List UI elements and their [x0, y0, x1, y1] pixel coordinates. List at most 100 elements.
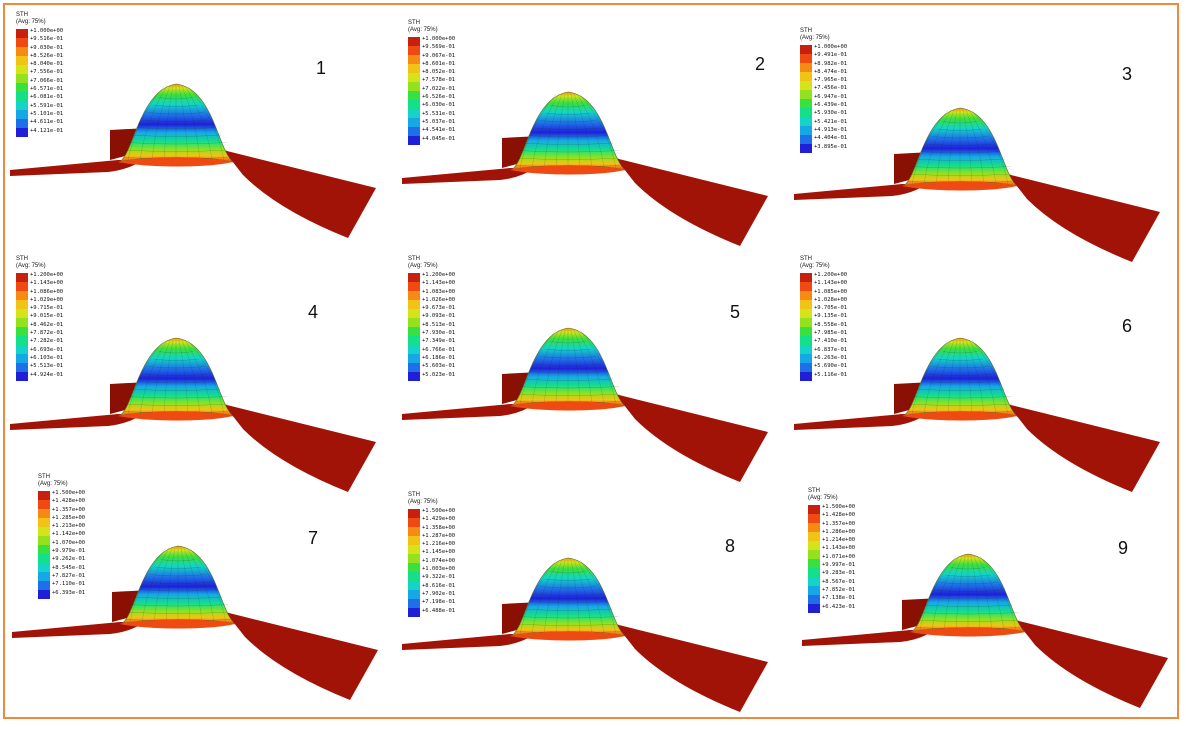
result-panel-8: STH (Avg: 75%) +1.500e+00 +1.429e+00 +1.358e… [400, 490, 792, 730]
legend-value: +9.262e-01 [52, 556, 86, 563]
legend-value: +6.186e-01 [422, 354, 456, 361]
dome-contour [901, 107, 1018, 187]
legend-value: +1.000e+00 [422, 36, 456, 42]
legend-value: +8.601e-01 [422, 60, 456, 67]
panel-number: 3 [1122, 64, 1133, 84]
mesh-line [522, 142, 614, 145]
legend-value: +4.121e-01 [30, 127, 64, 134]
legend-value: +6.488e-01 [422, 607, 456, 614]
mesh-line [136, 381, 216, 384]
result-panel-9: STH (Avg: 75%) +1.500e+00 +1.428e+00 +1.357e… [800, 486, 1186, 726]
legend-value: +4.913e-01 [814, 126, 848, 133]
legend-color-bar [408, 273, 420, 381]
legend-color-bar [808, 505, 820, 613]
mesh-line [579, 93, 617, 169]
mesh-line [528, 601, 608, 604]
contour-legend: STH (Avg: 75%) +1.200e+00 +1.143e+00 +1.085e… [800, 256, 900, 389]
mesh-line [971, 339, 1009, 415]
mesh-line [544, 348, 592, 351]
legend-value: +9.673e-01 [422, 305, 456, 312]
legend-value: +1.287e+00 [422, 532, 456, 539]
legend-value: +5.116e-01 [814, 371, 848, 378]
legend-value: +8.474e-01 [814, 68, 848, 75]
mesh-line [152, 358, 200, 361]
mesh-line [962, 109, 973, 185]
mesh-line [543, 559, 563, 635]
legend-averaging: (Avg: 75%) [808, 495, 838, 501]
legend-value: +1.429e+00 [422, 516, 456, 523]
sheet-left-flange [10, 160, 143, 176]
mesh-line [555, 559, 566, 635]
mesh-line [576, 93, 605, 169]
mesh-line [550, 105, 586, 108]
mesh-line [555, 329, 566, 405]
contour-legend: STH (Avg: 75%) +1.000e+00 +9.516e-01 +9.030e… [16, 12, 116, 145]
mesh-line [922, 604, 1014, 607]
mesh-line [907, 173, 1013, 176]
legend-value: +7.456e-01 [814, 85, 848, 92]
legend-averaging: (Avg: 75%) [800, 263, 830, 269]
legend-value: +7.902e-01 [422, 590, 456, 597]
legend-color-bar [408, 509, 420, 617]
deformed-sheet-render [10, 337, 376, 492]
mesh-line [189, 547, 227, 623]
mesh-line [522, 608, 614, 611]
legend-value: +1.357e+00 [822, 520, 856, 527]
mesh-line [944, 574, 992, 577]
legend-value: +4.404e-01 [814, 135, 848, 142]
dome-rim [118, 411, 233, 421]
mesh-line [158, 97, 194, 100]
mesh-line [127, 85, 165, 161]
legend-value: +6.947e-01 [814, 93, 848, 100]
mesh-line [933, 589, 1003, 592]
mesh-line [550, 571, 586, 574]
mesh-line [136, 127, 216, 130]
mesh-line [515, 157, 621, 160]
mesh-line [947, 339, 958, 415]
mesh-line [539, 120, 597, 123]
legend-value: +5.023e-01 [422, 371, 456, 378]
legend-value: +7.349e-01 [422, 338, 456, 345]
mesh-line [931, 136, 989, 139]
mesh-line [923, 339, 952, 415]
mesh-line [163, 339, 174, 415]
mesh-line [180, 547, 191, 623]
mesh-line [539, 586, 597, 589]
legend-value: +1.071e+00 [822, 553, 856, 560]
legend-value: +9.705e-01 [814, 305, 848, 312]
legend-value: +6.103e-01 [30, 354, 64, 361]
mesh-line [570, 329, 581, 405]
mesh-line [939, 582, 997, 585]
mesh-line [570, 559, 581, 635]
legend-value: +7.965e-01 [814, 77, 848, 84]
mesh-line [151, 339, 171, 415]
mesh-line [139, 85, 168, 161]
legend-value: +1.200e+00 [422, 272, 456, 278]
panel-number: 1 [316, 58, 327, 78]
mesh-line [181, 85, 201, 161]
mesh-line [533, 363, 603, 366]
legend-value: +7.930e-01 [422, 330, 456, 337]
mesh-line [909, 396, 1011, 399]
legend-value: +9.015e-01 [30, 313, 64, 320]
legend-value: +1.500e+00 [52, 490, 86, 496]
legend-averaging: (Avg: 75%) [408, 263, 438, 269]
deformed-sheet-render [402, 91, 768, 246]
legend-value: +1.143e+00 [30, 280, 64, 287]
legend-value: +1.086e+00 [30, 288, 64, 295]
legend-value: +1.143e+00 [814, 280, 848, 287]
mesh-line [965, 339, 985, 415]
legend-value: +7.022e-01 [422, 85, 456, 92]
panel-number: 2 [755, 54, 766, 74]
dome-rim [902, 181, 1017, 191]
legend-value: +9.067e-01 [422, 52, 456, 59]
legend-value: +8.462e-01 [30, 321, 64, 328]
sheet-right-panel [225, 612, 378, 700]
legend-value: +1.142e+00 [52, 531, 86, 538]
legend-averaging: (Avg: 75%) [16, 19, 46, 25]
mesh-line [163, 85, 174, 161]
mesh-line [178, 339, 189, 415]
sheet-right-panel [615, 394, 768, 482]
contour-legend: STH (Avg: 75%) +1.500e+00 +1.428e+00 +1.357e… [808, 488, 908, 621]
legend-value: +6.571e-01 [30, 86, 64, 93]
